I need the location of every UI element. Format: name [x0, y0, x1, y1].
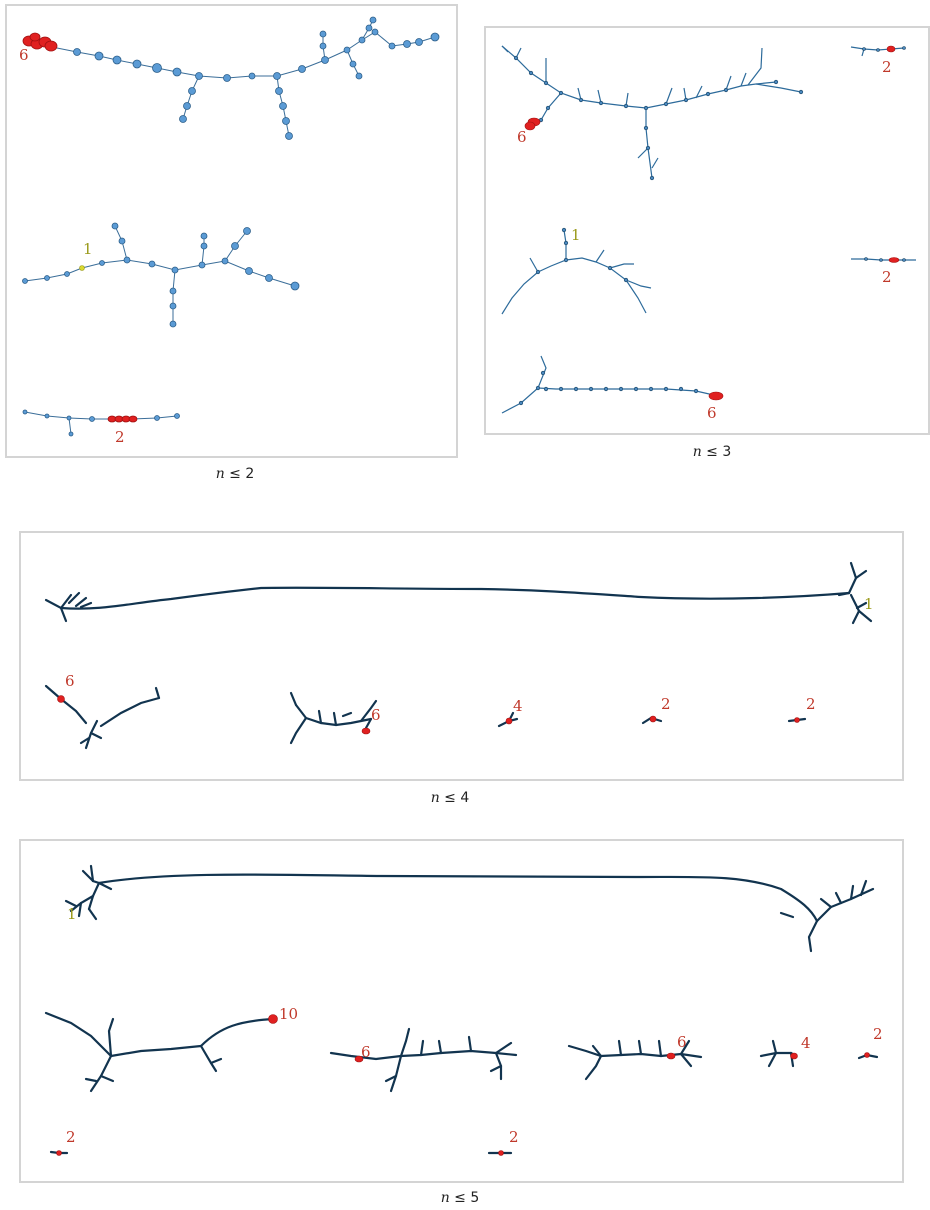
node-label: 6	[517, 128, 527, 146]
graph-panel-n3: 6 2 1 2 6	[484, 26, 930, 435]
graph-drawing-n4: 1 6 6 4 2 2	[44, 561, 874, 750]
node-label: 2	[66, 1128, 76, 1146]
graph-drawing-n3: 6 2 1 2 6	[501, 45, 916, 422]
panel-caption: n ≤ 3	[692, 444, 732, 460]
panel-caption: n ≤ 4	[430, 790, 470, 806]
panel-caption: n ≤ 2	[215, 466, 255, 482]
node-label: 6	[371, 706, 381, 724]
node-label: 2	[806, 695, 816, 713]
graph-drawing-n2: 6 1 2	[19, 16, 440, 446]
node-label: 6	[19, 46, 29, 64]
node-label: 2	[115, 428, 125, 446]
node-label: 1	[83, 240, 93, 258]
graph-drawing-n5: 1 10 6 6 4 2 2 2	[44, 864, 883, 1156]
node-label: 4	[801, 1034, 811, 1052]
node-label: 1	[864, 595, 874, 613]
node-label: 1	[67, 905, 77, 923]
panel-caption: n ≤ 5	[440, 1190, 480, 1206]
graph-panel-n4: 1 6 6 4 2 2	[19, 531, 904, 781]
graph-panel-n2: 6 1 2	[5, 4, 458, 458]
node-label: 2	[661, 695, 671, 713]
node-label: 2	[873, 1025, 883, 1043]
node-label: 4	[513, 697, 523, 715]
node-label: 10	[279, 1005, 298, 1023]
node-label: 6	[65, 672, 75, 690]
node-label: 2	[882, 268, 892, 286]
node-label: 6	[677, 1033, 687, 1051]
node-label: 2	[882, 58, 892, 76]
graph-panel-n5: 1 10 6 6 4 2 2 2	[19, 839, 904, 1183]
node-label: 1	[571, 226, 581, 244]
node-label: 6	[707, 404, 717, 422]
node-label: 2	[509, 1128, 519, 1146]
node-label: 6	[361, 1043, 371, 1061]
